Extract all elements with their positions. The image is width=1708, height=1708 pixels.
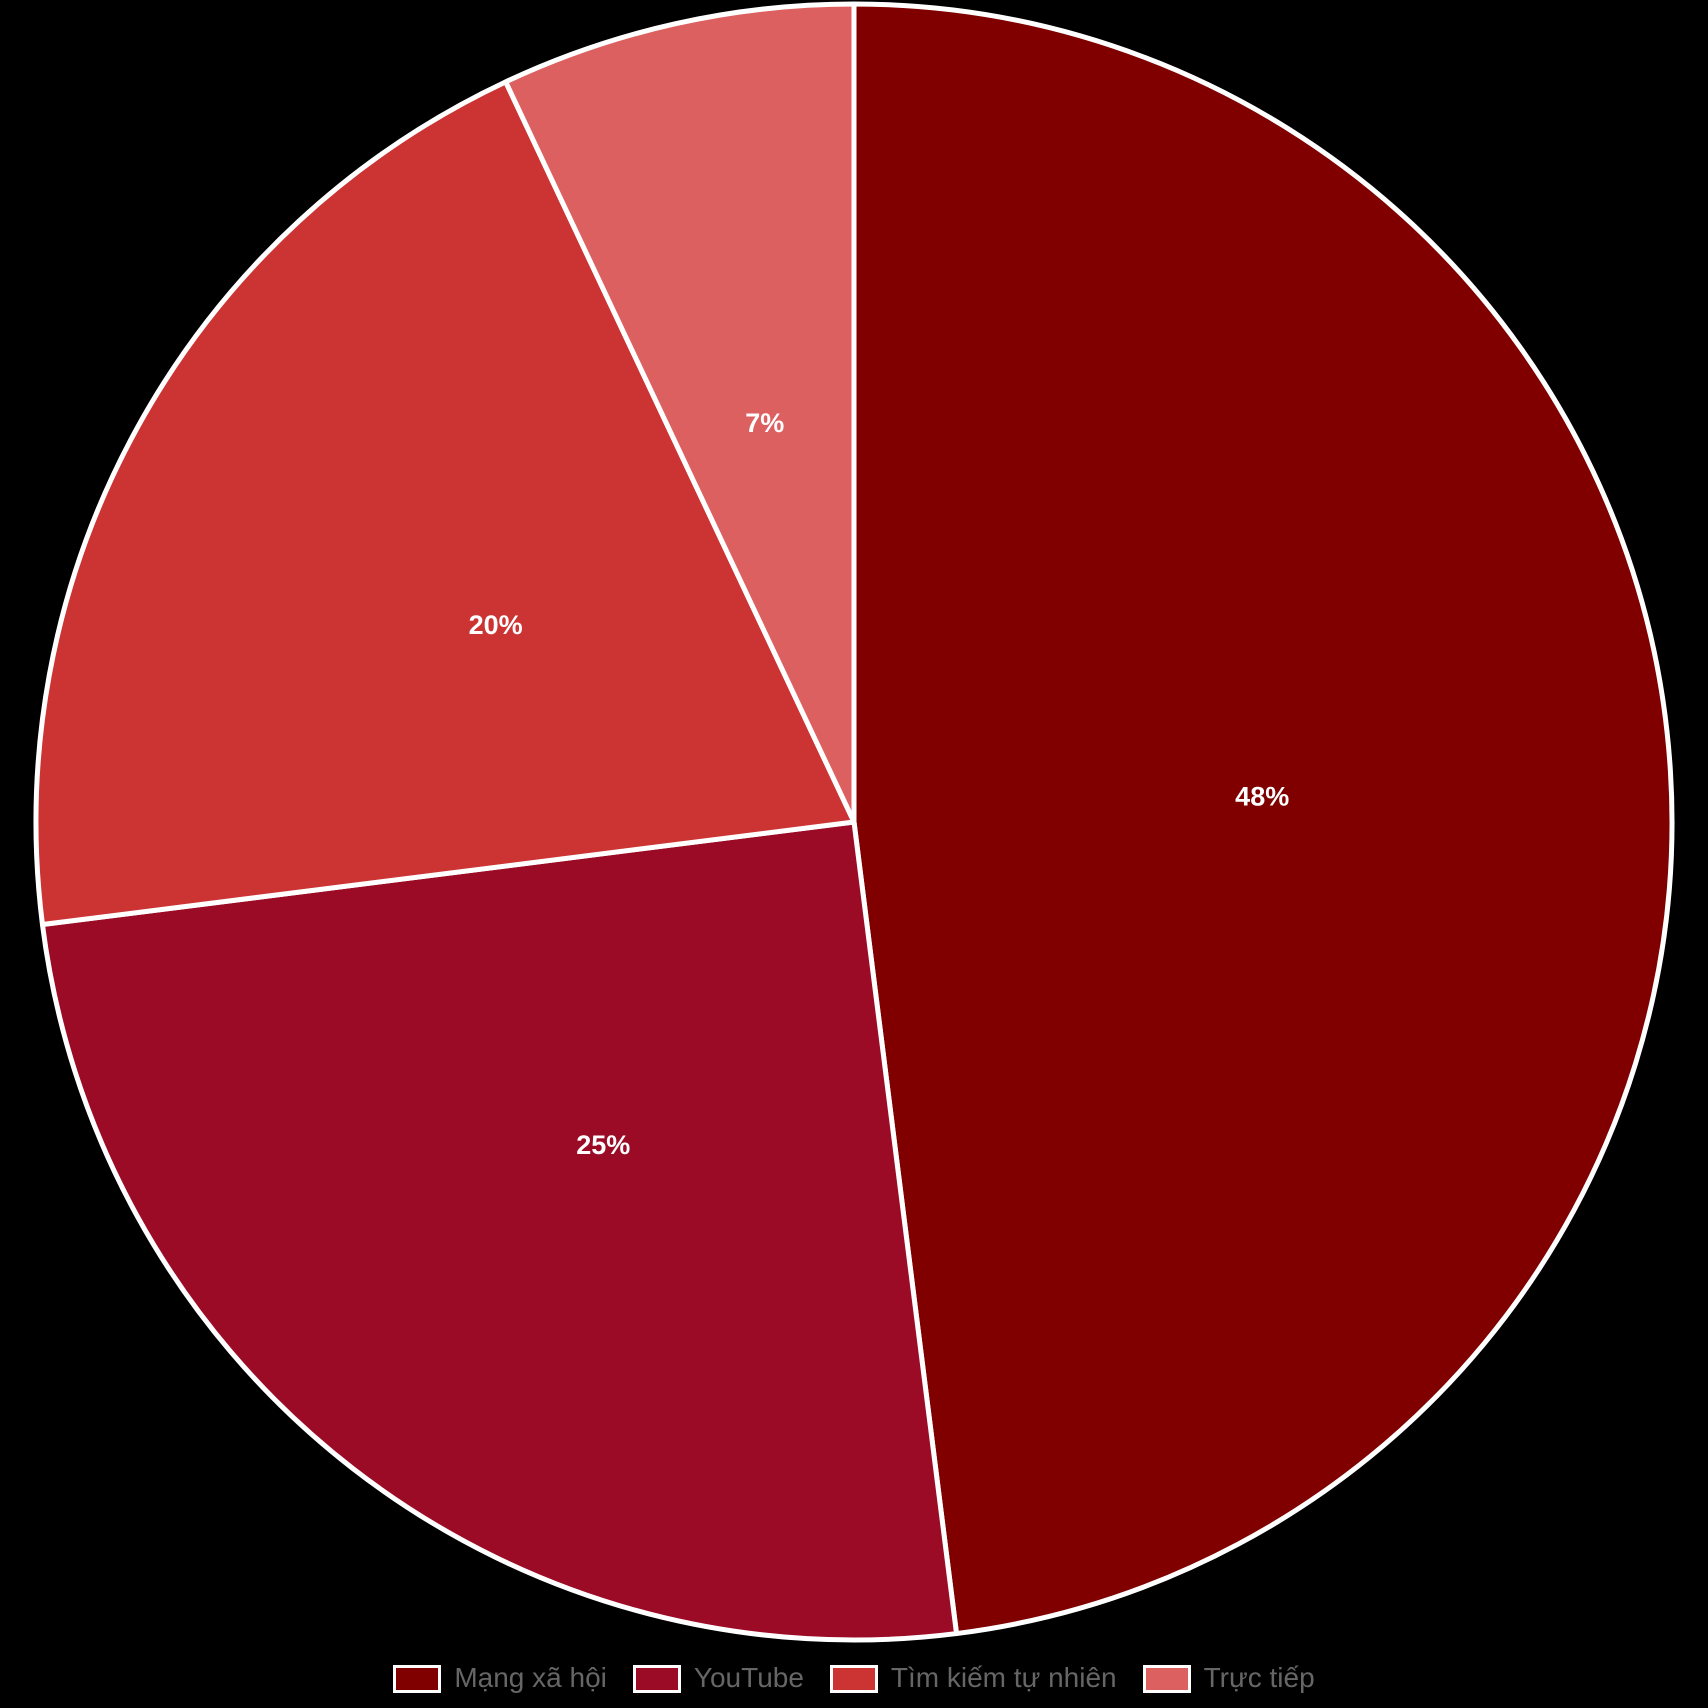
pie-slice-2[interactable] bbox=[33, 79, 857, 928]
pie-slice-1[interactable] bbox=[39, 819, 960, 1643]
legend-swatch-0 bbox=[393, 1664, 442, 1693]
pie-slice-label-2: 20% bbox=[469, 610, 523, 640]
pie-chart: 48% 25% 20% 7% bbox=[33, 1, 1675, 1643]
legend-label-3: Trực tiếp bbox=[1203, 1662, 1315, 1694]
legend-item-0[interactable]: Mạng xã hội bbox=[393, 1662, 607, 1694]
pie-slice-label-1: 25% bbox=[576, 1130, 630, 1160]
pie-slice-label-0: 48% bbox=[1235, 781, 1289, 811]
legend-item-1[interactable]: YouTube bbox=[632, 1662, 804, 1694]
legend-label-1: YouTube bbox=[693, 1662, 804, 1694]
legend-item-2[interactable]: Tìm kiếm tự nhiên bbox=[829, 1662, 1117, 1694]
legend-item-3[interactable]: Trực tiếp bbox=[1142, 1662, 1315, 1694]
legend-swatch-1 bbox=[632, 1664, 681, 1693]
legend-swatch-2 bbox=[829, 1664, 878, 1693]
pie-slice-3[interactable] bbox=[503, 1, 857, 825]
pie-slice-label-3: 7% bbox=[745, 408, 784, 438]
pie-slice-0[interactable] bbox=[851, 1, 1675, 1637]
legend-swatch-3 bbox=[1142, 1664, 1191, 1693]
legend-label-0: Mạng xã hội bbox=[454, 1662, 607, 1694]
legend-label-2: Tìm kiếm tự nhiên bbox=[890, 1662, 1117, 1694]
chart-legend: Mạng xã hội YouTube Tìm kiếm tự nhiên Trực … bbox=[0, 1662, 1708, 1694]
